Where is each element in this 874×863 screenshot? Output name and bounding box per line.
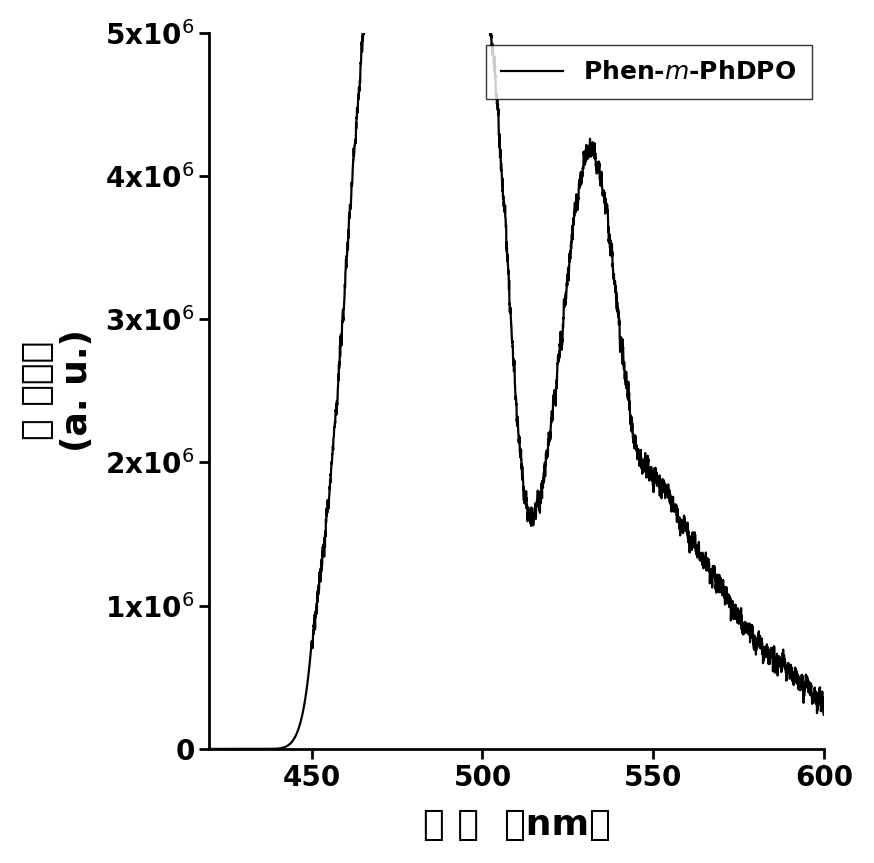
X-axis label: 波 长  （nm）: 波 长 （nm） [423, 808, 611, 842]
Y-axis label: 发 光强度
(a. u.): 发 光强度 (a. u.) [21, 330, 94, 452]
Legend: Phen-$\mathit{m}$-PhDPO: Phen-$\mathit{m}$-PhDPO [486, 45, 812, 99]
